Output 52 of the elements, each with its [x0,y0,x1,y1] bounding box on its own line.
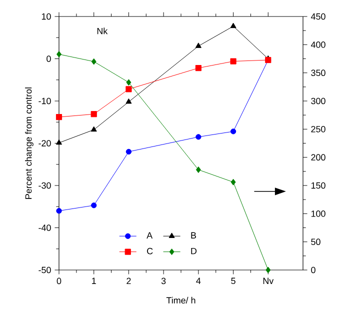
y2-tick-label: 350 [311,70,326,76]
point [91,58,96,65]
legend-label: B [191,232,196,238]
x-tick-label: 3 [161,278,166,284]
x-tick-label: 2 [126,278,131,284]
point [126,98,132,104]
legend-label: D [191,248,197,254]
point [195,42,202,48]
legend-label: A [146,232,153,238]
x-tick-label: 4 [196,278,201,284]
point [91,202,97,208]
point [266,266,271,274]
y-tick-label: 0 [46,56,51,62]
point [90,126,97,132]
annotation: Nk [97,28,108,34]
point [230,178,236,186]
x-tick-label: 0 [56,278,62,284]
y2-tick-label: 450 [310,13,326,20]
y-tick-label: -30 [38,182,51,189]
y2-tick-label: 250 [311,126,326,132]
y2-tick-label: 200 [311,154,326,161]
y2-tick-label: 50 [311,238,320,246]
x-tick-label: 1 [92,278,96,284]
y-tick-label: 10 [42,13,51,20]
point [230,22,236,28]
point [56,208,62,214]
point [195,65,202,72]
point [196,134,202,140]
y-tick-label: -20 [38,140,51,146]
point [126,86,132,92]
x-axis-title: Time/ h [166,296,196,304]
point [230,128,236,134]
y-axis-title: Percent change from control [25,88,34,199]
point [56,51,62,58]
y-tick-label: -40 [38,224,51,231]
point [126,148,132,155]
point [126,79,132,86]
point [196,166,201,173]
y2-tick-label: 300 [311,98,326,104]
y-tick-label: -10 [38,98,51,104]
x-tick-label: 5 [231,278,236,284]
legend-label: C [147,248,153,254]
y2-tick-label: 0 [311,266,316,274]
y2-tick-label: 400 [310,41,326,48]
point [230,58,236,64]
y2-tick-label: 150 [311,182,326,189]
x-tick-label: Nv [263,278,274,284]
point [90,111,97,118]
point [56,114,62,120]
point [56,139,62,145]
y-tick-label: -50 [38,266,51,274]
y2-tick-label: 100 [311,210,326,217]
